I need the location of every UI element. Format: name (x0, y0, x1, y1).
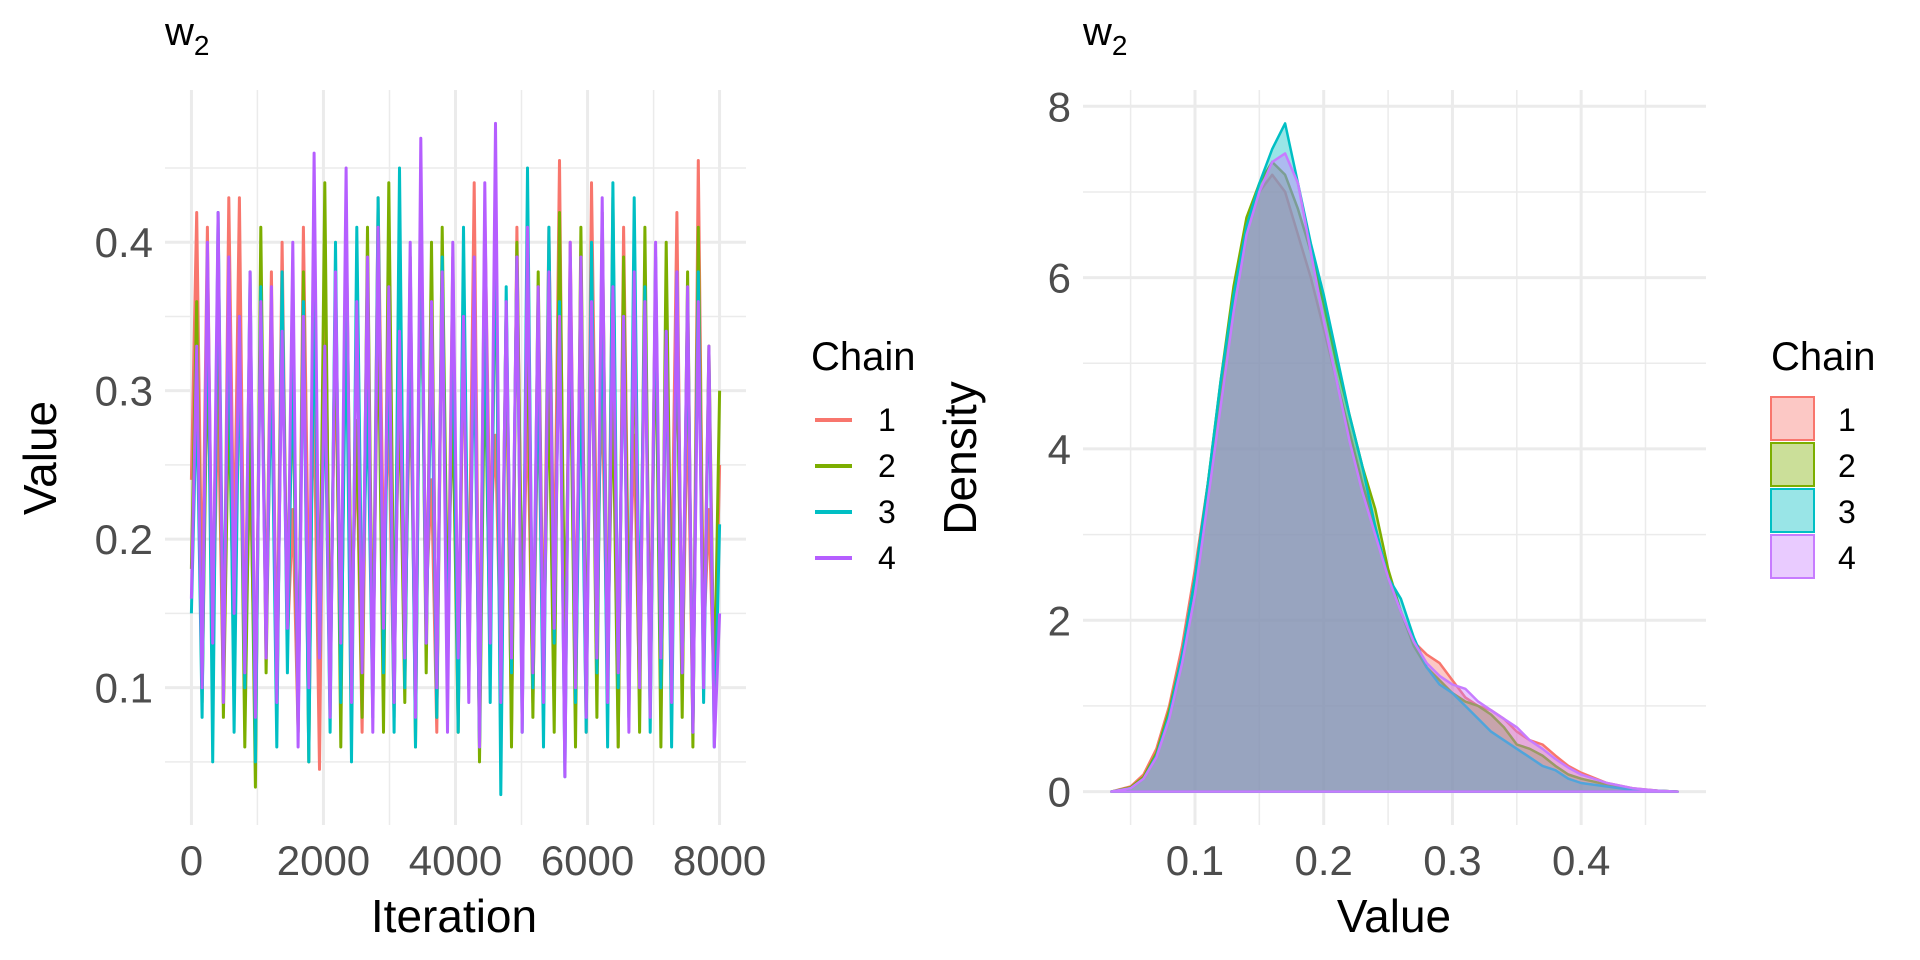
trace-legend: Chain 1 2 3 4 (811, 335, 916, 576)
x-tick-label: 4000 (409, 837, 502, 884)
y-tick-label: 0.3 (95, 368, 153, 415)
legend-label-chain-1: 1 (878, 402, 896, 438)
legend-label-chain-2: 2 (878, 448, 896, 484)
x-tick-label: 8000 (673, 837, 766, 884)
density-legend: Chain 1 2 3 4 (1770, 335, 1876, 579)
trace-plot-title: w2 (164, 10, 209, 61)
y-tick-label: 4 (1048, 426, 1071, 473)
y-tick-label: 0.1 (95, 665, 153, 712)
legend-label-chain-3: 3 (878, 494, 896, 530)
legend-label-chain-2: 2 (1838, 448, 1856, 484)
x-tick-label: 0.1 (1166, 837, 1224, 884)
x-tick-label: 0.2 (1295, 837, 1353, 884)
density-legend-title: Chain (1771, 335, 1876, 379)
x-tick-label: 2000 (277, 837, 370, 884)
trace-legend-title: Chain (811, 335, 916, 379)
legend-key-chain-3 (1770, 488, 1815, 533)
trace-line-chain-4 (189, 121, 722, 779)
y-tick-label: 2 (1048, 597, 1071, 644)
legend-key-chain-2 (1770, 442, 1815, 487)
legend-label-chain-4: 4 (1838, 540, 1856, 576)
trace-tick-labels: 0 2000 4000 6000 8000 0.1 0.2 0.3 0.4 (95, 219, 767, 884)
density-y-axis-title: Density (934, 381, 986, 534)
legend-key-chain-4 (1770, 534, 1815, 579)
density-area-chain-4 (1110, 152, 1679, 793)
x-tick-label: 0.3 (1423, 837, 1481, 884)
trace-x-axis-title: Iteration (371, 890, 537, 942)
density-x-axis-title: Value (1337, 890, 1451, 942)
y-tick-label: 0.4 (95, 219, 153, 266)
trace-series (189, 121, 722, 797)
legend-label-chain-4: 4 (878, 540, 896, 576)
legend-label-chain-3: 3 (1838, 494, 1856, 530)
y-tick-label: 0.2 (95, 516, 153, 563)
trace-y-axis-title: Value (14, 401, 66, 515)
y-tick-label: 6 (1048, 255, 1071, 302)
trace-plot-panel: w2 0 2000 4000 6000 8000 0.1 0.2 0.3 0.4 Iterati… (14, 10, 916, 942)
legend-label-chain-1: 1 (1838, 402, 1856, 438)
density-series (1110, 122, 1679, 793)
x-tick-label: 0.4 (1552, 837, 1610, 884)
y-tick-label: 0 (1048, 769, 1071, 816)
y-tick-label: 8 (1048, 83, 1071, 130)
density-plot-panel: w2 0.1 0.2 0.3 0.4 0 2 4 6 8 Value Density Chain… (934, 10, 1876, 942)
density-tick-labels: 0.1 0.2 0.3 0.4 0 2 4 6 8 (1048, 83, 1611, 884)
x-tick-label: 0 (180, 837, 203, 884)
x-tick-label: 6000 (541, 837, 634, 884)
legend-key-chain-1 (1770, 396, 1815, 441)
density-plot-title: w2 (1082, 10, 1127, 61)
